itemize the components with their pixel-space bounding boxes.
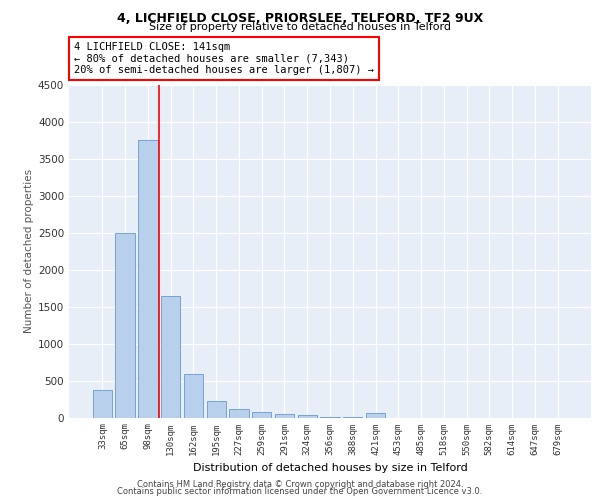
Bar <box>320 417 340 418</box>
Bar <box>184 374 203 418</box>
X-axis label: Distribution of detached houses by size in Telford: Distribution of detached houses by size … <box>193 463 467 473</box>
Text: Contains HM Land Registry data © Crown copyright and database right 2024.: Contains HM Land Registry data © Crown c… <box>137 480 463 489</box>
Bar <box>161 296 181 418</box>
Text: Size of property relative to detached houses in Telford: Size of property relative to detached ho… <box>149 22 451 32</box>
Text: Contains public sector information licensed under the Open Government Licence v3: Contains public sector information licen… <box>118 488 482 496</box>
Bar <box>229 410 248 418</box>
Bar <box>366 414 385 418</box>
Bar <box>138 140 158 417</box>
Bar <box>275 414 294 418</box>
Bar <box>298 416 317 418</box>
Bar <box>93 390 112 417</box>
Text: 4 LICHFIELD CLOSE: 141sqm
← 80% of detached houses are smaller (7,343)
20% of se: 4 LICHFIELD CLOSE: 141sqm ← 80% of detac… <box>74 42 374 75</box>
Bar <box>206 400 226 417</box>
Bar <box>115 233 135 418</box>
Bar <box>252 412 271 418</box>
Y-axis label: Number of detached properties: Number of detached properties <box>24 169 34 334</box>
Text: 4, LICHFIELD CLOSE, PRIORSLEE, TELFORD, TF2 9UX: 4, LICHFIELD CLOSE, PRIORSLEE, TELFORD, … <box>117 12 483 26</box>
